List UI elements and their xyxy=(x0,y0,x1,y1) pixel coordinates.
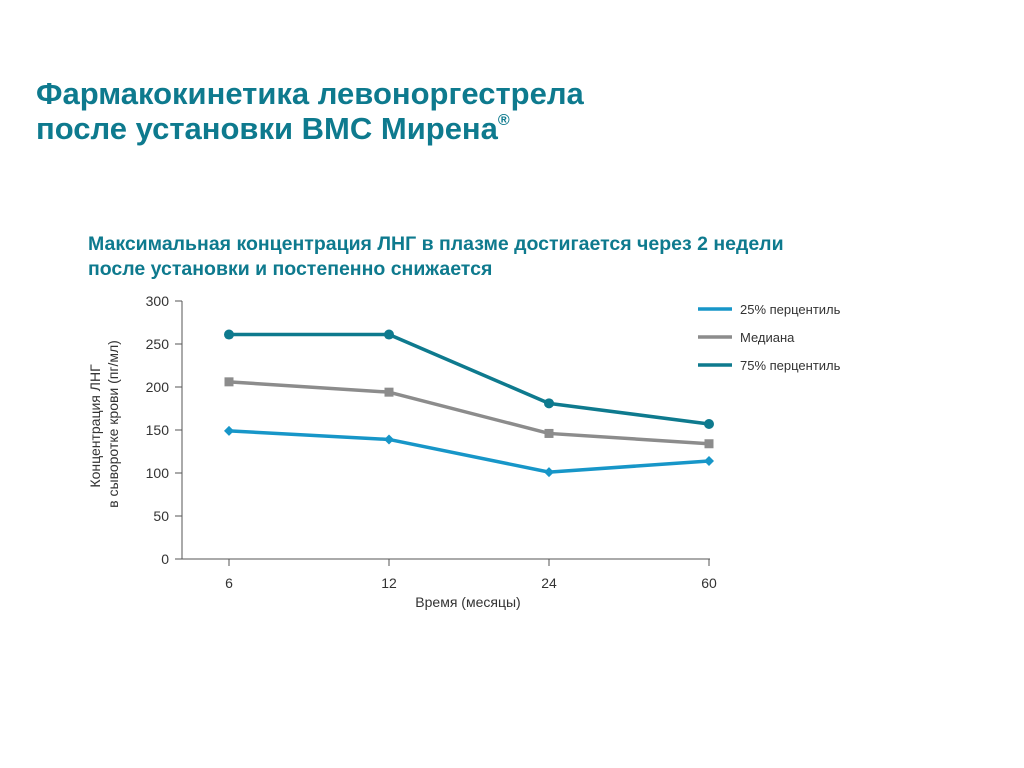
series-line xyxy=(229,332,710,426)
data-point-circle xyxy=(544,398,554,409)
y-tick-label: 200 xyxy=(146,379,170,395)
page-title: Фармакокинетика левоноргестрела после ус… xyxy=(36,76,584,146)
chart-subtitle-line-1: Максимальная концентрация ЛНГ в плазме д… xyxy=(88,233,784,255)
data-point-diamond xyxy=(544,467,554,478)
legend-label: Медиана xyxy=(740,330,795,345)
legend-item-1: 25% перцентиль xyxy=(698,302,841,317)
x-tick-label: 6 xyxy=(225,575,233,591)
series-3 xyxy=(224,329,714,429)
data-point-square xyxy=(224,377,234,387)
data-point-square xyxy=(384,387,394,397)
data-point-diamond xyxy=(384,434,394,445)
x-tick-label: 24 xyxy=(541,575,557,591)
page-title-line-2-text: после установки ВМС Мирена xyxy=(36,111,498,146)
y-tick-label: 150 xyxy=(146,422,170,438)
chart-axes: 0 50 100 150 200 250 300 6 12 24 60 xyxy=(146,293,717,591)
y-tick-label: 100 xyxy=(146,465,170,481)
chart-subtitle-line-2: после установки и постепенно снижается xyxy=(88,258,493,280)
series-1 xyxy=(224,425,714,478)
legend-label: 75% перцентиль xyxy=(740,358,841,373)
data-point-circle xyxy=(384,329,394,340)
y-tick-label: 0 xyxy=(161,551,169,567)
chart-series xyxy=(224,329,714,478)
page-title-line-2: после установки ВМС Мирена® xyxy=(36,111,584,146)
legend-item-3: 75% перцентиль xyxy=(698,358,841,373)
registered-mark: ® xyxy=(497,112,510,129)
x-tick-label: 12 xyxy=(381,575,397,591)
chart-subtitle: Максимальная концентрация ЛНГ в плазме д… xyxy=(88,232,784,282)
series-line xyxy=(228,429,710,474)
y-axis-label-line-1: Концентрация ЛНГ xyxy=(87,364,103,488)
y-axis-label-line-2: в сыворотке крови (пг/мл) xyxy=(105,340,121,508)
data-point-square xyxy=(704,439,714,449)
x-tick-label: 60 xyxy=(701,575,717,591)
data-point-diamond xyxy=(704,455,714,466)
x-axis-label: Время (месяцы) xyxy=(415,594,520,610)
series-2 xyxy=(224,377,714,449)
legend-item-2: Медиана xyxy=(698,330,795,345)
chart-legend: 25% перцентиль Медиана 75% перцентиль xyxy=(698,302,841,373)
series-line xyxy=(228,380,710,446)
data-point-circle xyxy=(704,418,714,429)
data-point-diamond xyxy=(224,425,234,436)
page-title-line-1: Фармакокинетика левоноргестрела xyxy=(36,76,584,111)
data-point-square xyxy=(544,428,554,438)
y-axis-label: Концентрация ЛНГ в сыворотке крови (пг/м… xyxy=(87,340,121,508)
y-tick-label: 250 xyxy=(146,336,170,352)
legend-label: 25% перцентиль xyxy=(740,302,841,317)
y-tick-label: 300 xyxy=(146,293,170,309)
y-tick-label: 50 xyxy=(153,508,169,524)
data-point-circle xyxy=(224,329,234,340)
